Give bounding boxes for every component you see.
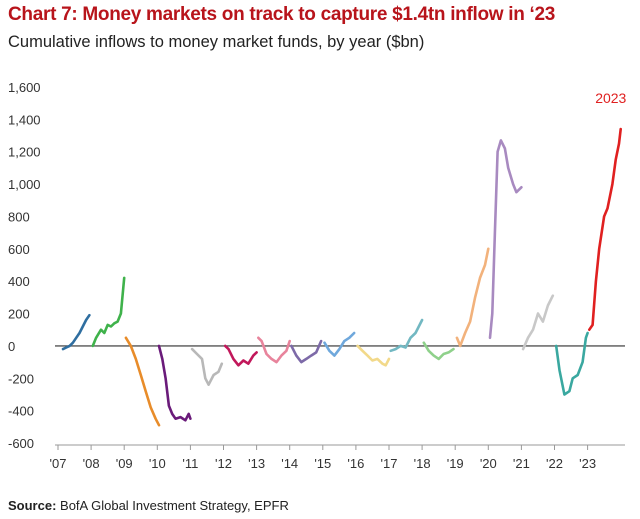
series-line-2022: [554, 331, 589, 396]
x-tick-label: '15: [314, 456, 331, 471]
y-tick-label: 1,200: [8, 145, 41, 160]
x-tick-label: '16: [347, 456, 364, 471]
series-line-2011: [190, 347, 224, 386]
series-line-2014: [290, 339, 323, 364]
x-tick-label: '19: [447, 456, 464, 471]
x-tick-label: '22: [546, 456, 563, 471]
series-line-2018: [422, 341, 455, 361]
x-tick-label: '18: [414, 456, 431, 471]
source-note: Source: BofA Global Investment Strategy,…: [8, 498, 289, 513]
series-line-2017: [389, 318, 424, 353]
x-tick-label: '21: [513, 456, 530, 471]
y-tick-label: 0: [8, 339, 15, 354]
y-tick-label: -600: [8, 436, 34, 451]
x-tick-label: '14: [281, 456, 298, 471]
series-line-2007: [61, 313, 91, 351]
series-line-2016: [356, 344, 391, 367]
source-label: Source:: [8, 498, 57, 513]
series-line-2012: [223, 344, 258, 367]
x-tick-label: '20: [480, 456, 497, 471]
series-line-2010: [157, 344, 192, 422]
chart-subtitle: Cumulative inflows to money market funds…: [8, 33, 425, 51]
x-tick-label: '13: [248, 456, 265, 471]
x-tick-label: '08: [83, 456, 100, 471]
series-line-2008: [91, 276, 126, 348]
x-tick-label: '09: [116, 456, 133, 471]
x-tick-label: '23: [579, 456, 596, 471]
series-line-2023: [588, 127, 622, 331]
y-tick-label: -400: [8, 404, 34, 419]
series-line-2019: [455, 247, 490, 348]
series-line-2015: [323, 331, 356, 357]
y-tick-label: 1,600: [8, 80, 41, 95]
x-tick-label: '12: [215, 456, 232, 471]
x-tick-label: '10: [149, 456, 166, 471]
y-tick-label: 400: [8, 274, 30, 289]
y-tick-label: 1,000: [8, 177, 41, 192]
series-line-2021: [521, 294, 555, 351]
series-line-2013: [257, 336, 291, 364]
series-line-2009: [124, 336, 161, 427]
x-tick-label: '07: [50, 456, 67, 471]
annotation-2023: 2023: [595, 90, 626, 106]
y-tick-label: -200: [8, 371, 34, 386]
y-tick-label: 600: [8, 242, 30, 257]
chart-title: Chart 7: Money markets on track to captu…: [8, 4, 556, 25]
source-text: BofA Global Investment Strategy, EPFR: [60, 498, 289, 513]
x-tick-label: '11: [182, 456, 198, 471]
y-tick-label: 800: [8, 209, 30, 224]
y-tick-label: 200: [8, 307, 30, 322]
series-line-2020: [488, 139, 523, 340]
chart-area: -600 -400 -200 0 200 400 600 800 1,000 1,200 1,400…: [8, 80, 627, 471]
x-tick-label: '17: [381, 456, 398, 471]
y-tick-label: 1,400: [8, 112, 41, 127]
